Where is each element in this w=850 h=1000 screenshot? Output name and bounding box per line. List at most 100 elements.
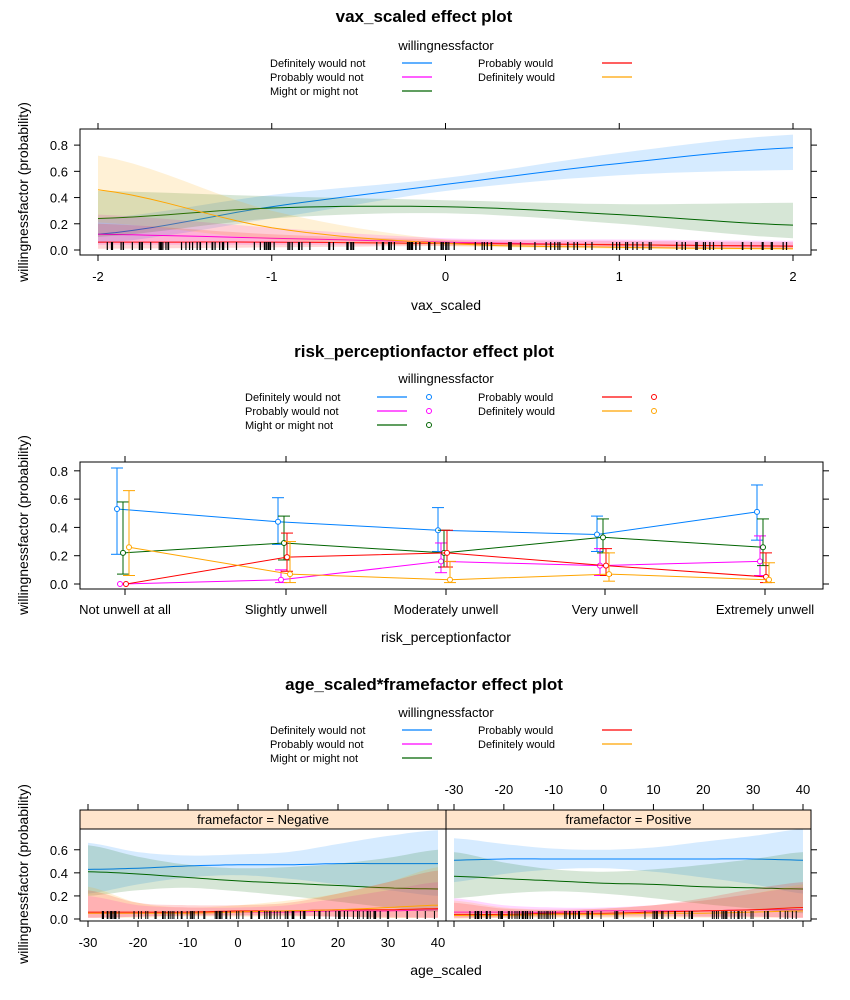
y-tick-label: 0.4 [50,866,68,881]
data-point [287,571,293,578]
y-tick-label: 0.8 [50,464,68,479]
plot-area [111,467,775,587]
data-point [594,531,600,538]
axes: 0.0 0.2 0.4 0.6 0.8 -2 -1 0 1 2 [50,123,817,284]
x-tick-label: -2 [92,269,104,284]
legend-title: willingnessfactor [397,705,494,720]
data-point [444,549,450,556]
x-tick-label: 0 [442,269,449,284]
x-tick-label: -20 [129,935,148,950]
x-tick-label: 20 [331,935,345,950]
data-point [600,534,606,541]
legend-item-might-or-might-not: Might or might not [270,753,432,765]
data-point [757,558,763,565]
legend-item-might-or-might-not: Might or might not [245,420,432,432]
data-point [117,581,123,587]
y-tick-label: 0.6 [50,492,68,507]
legend-item-probably-would-not: Probably would not [270,72,432,84]
x-tick-label: 2 [789,269,796,284]
x-tick-label: 0 [234,935,241,950]
x-tick-label-top: -20 [494,782,513,797]
panel-framefactor-positive: framefactor = Positive [445,809,812,922]
data-point [438,558,444,565]
x-tick-label-top: -30 [445,782,464,797]
series-probably-would-not [117,535,766,587]
x-tick-label: 30 [381,935,395,950]
ci-band-definitely-would-not [454,829,803,894]
y-axis-label: willingnessfactor (probability) [15,784,31,965]
legend-label: Might or might not [270,86,358,98]
legend-title: willingnessfactor [397,371,494,386]
ci-band-probably-would [454,882,803,918]
y-axis-label: willingnessfactor (probability) [15,102,31,283]
x-tick-label-top: 20 [696,782,710,797]
x-tick-label: Moderately unwell [394,602,499,617]
ci-band-definitely-would-not [98,134,793,244]
legend-label: Might or might not [245,420,333,432]
data-point [123,581,129,587]
panel-plot-area [87,830,439,919]
legend-label: Definitely would not [270,58,365,70]
ci-band-probably-would-not [454,886,803,918]
y-axis-label: willingnessfactor (probability) [15,435,31,616]
legend-label: Probably would [478,392,553,404]
data-point [114,506,120,513]
legend-label: Might or might not [270,753,358,765]
legend-label: Probably would not [270,739,364,751]
age-frame-chart: age_scaled*framefactor effect plot willi… [15,675,817,978]
legend-item-probably-would: Probably would [478,392,657,404]
legend-label: Probably would not [245,406,339,418]
legend-label: Probably would [478,58,553,70]
ci-band-definitely-would-not [88,830,438,896]
legend-item-definitely-would-not: Definitely would not [270,725,432,737]
data-point [275,518,281,525]
ci-band-definitely-would [88,867,438,918]
vax-scaled-chart: vax_scaled effect plot willingnessfactor… [15,7,817,313]
data-point [606,571,612,578]
series-line-definitely-would-not [97,147,794,235]
panels: framefactor = Negative framefactor = Posi… [79,809,812,922]
x-tick-label: 1 [616,269,623,284]
legend-item-definitely-would: Definitely would [478,72,632,84]
data-point [278,576,284,583]
series-line-might-or-might-not [87,871,439,890]
y-tick-label: 0.6 [50,843,68,858]
ci-band-definitely-would [98,155,793,250]
x-tick-label: Very unwell [572,602,639,617]
legend-label: Definitely would not [270,725,365,737]
data-point [760,544,766,551]
legend-item-definitely-would-not: Definitely would not [270,58,432,70]
axes: -30 -20 -10 0 10 20 30 40 -30 -20 -10 0 10 20 30 40 0.0 0… [50,782,817,950]
data-point [754,508,760,515]
panel-frame [445,828,812,922]
legend-item-definitely-would: Definitely would [478,739,632,751]
legend-point-swatch [651,394,657,400]
data-point [447,576,453,583]
risk-perception-chart: risk_perceptionfactor effect plot willin… [15,342,829,645]
chart-title: age_scaled*framefactor effect plot [285,675,563,694]
y-tick-label: 0.2 [50,889,68,904]
legend-item-might-or-might-not: Might or might not [270,86,432,98]
x-axis-label: risk_perceptionfactor [381,629,511,645]
strip-label: framefactor = Negative [197,812,329,827]
x-axis-label: age_scaled [410,962,482,978]
legend-title: willingnessfactor [397,38,494,53]
series-line-probably-would [88,908,439,913]
legend-item-probably-would-not: Probably would not [245,406,432,418]
x-tick-label-top: -10 [544,782,563,797]
x-axis-label: vax_scaled [411,297,481,313]
y-tick-label: 0.4 [50,520,68,535]
x-tick-label: -1 [266,269,278,284]
panel-plot-area [453,829,804,919]
legend-item-probably-would: Probably would [478,725,632,737]
data-point [126,544,132,551]
legend-point-swatch [426,394,432,400]
ci-band-might-or-might-not [454,852,803,914]
plot-area [97,134,794,250]
legend-point-swatch [651,408,657,414]
x-tick-label: -10 [179,935,198,950]
legend-point-swatch [426,422,432,428]
x-tick-label-top: 0 [600,782,607,797]
x-tick-label: Not unwell at all [79,602,171,617]
x-tick-label: -30 [79,935,98,950]
